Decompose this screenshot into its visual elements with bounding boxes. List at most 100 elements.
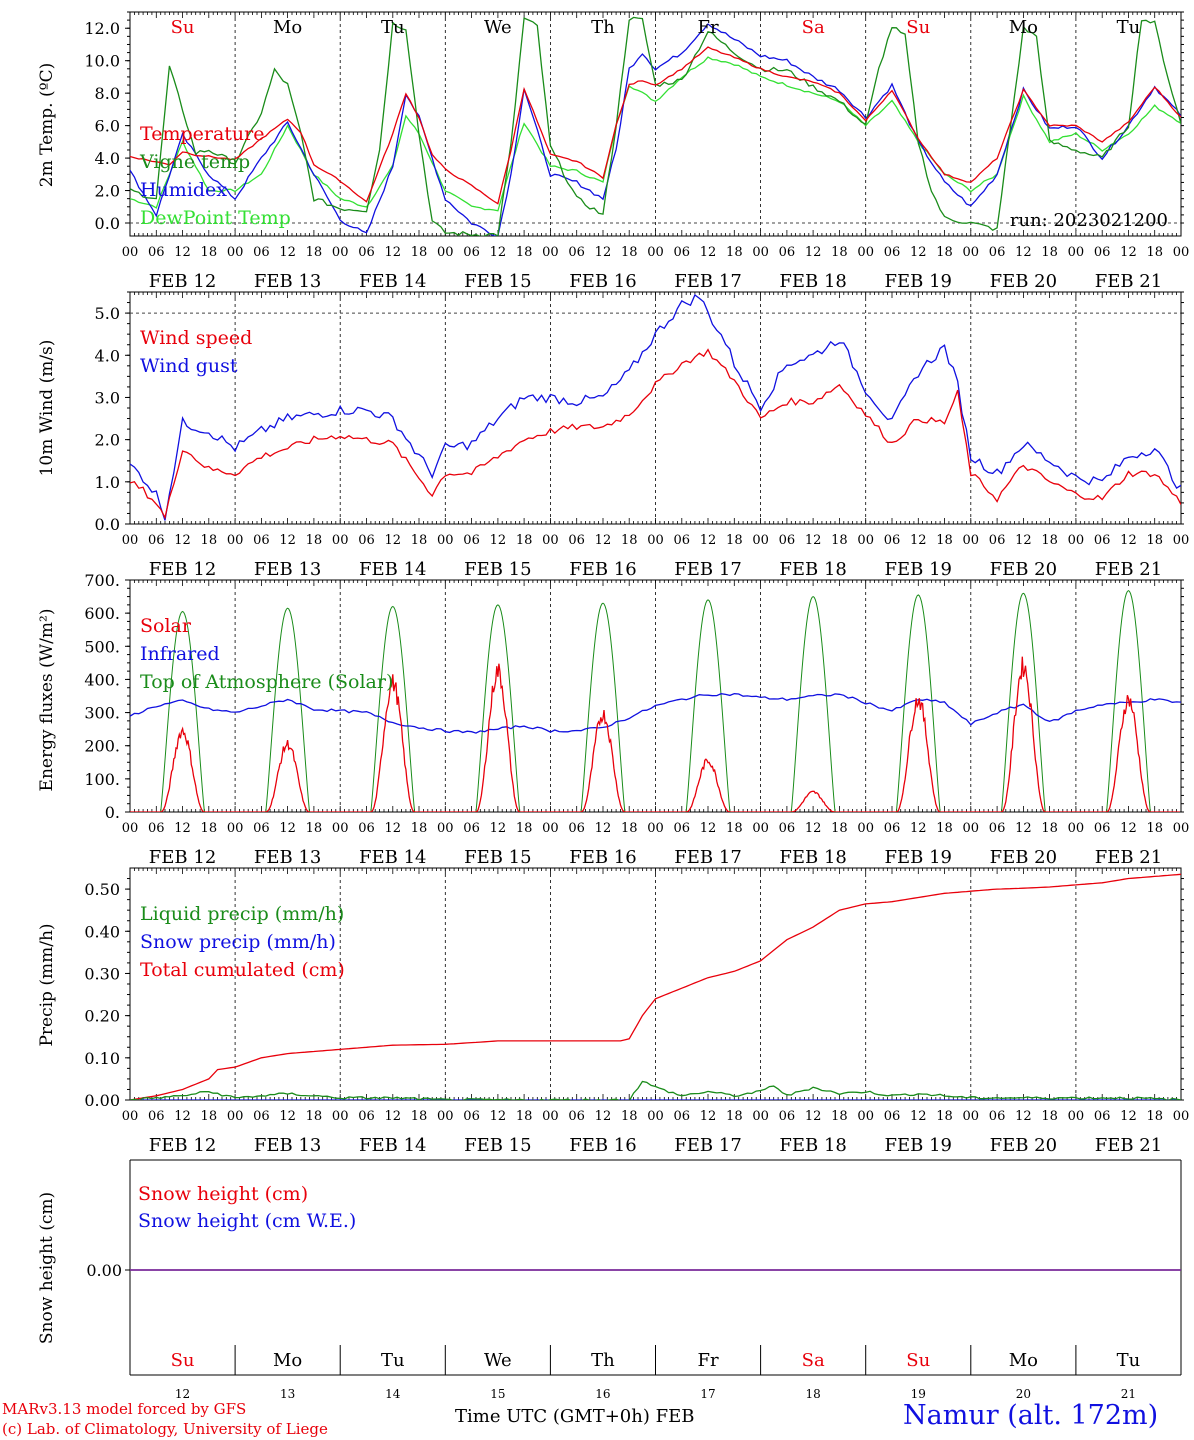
hour-tick-label: 12 xyxy=(490,821,507,836)
hour-tick-label: 00 xyxy=(857,245,874,260)
date-label: FEB 15 xyxy=(464,1135,531,1156)
y-tick-label: 0.0 xyxy=(95,214,120,233)
station-label: Namur (alt. 172m) xyxy=(903,1400,1159,1431)
day-name-top: Fr xyxy=(698,17,719,38)
day-name-bottom: Fr xyxy=(698,1350,719,1371)
day-name-top: Tu xyxy=(381,17,405,38)
date-number: 16 xyxy=(595,1387,610,1401)
hour-tick-label: 06 xyxy=(568,821,585,836)
hour-tick-label: 06 xyxy=(148,533,165,548)
hour-tick-label: 00 xyxy=(542,533,559,548)
hour-tick-label: 12 xyxy=(805,245,822,260)
y-tick-label: 2.0 xyxy=(95,182,120,201)
hour-tick-label: 00 xyxy=(752,245,769,260)
hour-tick-label: 06 xyxy=(674,533,691,548)
hour-tick-label: 00 xyxy=(647,1109,664,1124)
panel-precip: 0.00 0.10 0.20 0.30 0.40 0.50 Precip (mm/h) 00 0… xyxy=(37,867,1189,1156)
hour-tick-label: 00 xyxy=(227,245,244,260)
hour-tick-label: 00 xyxy=(122,533,139,548)
hour-tick-label: 06 xyxy=(148,1109,165,1124)
date-label: FEB 19 xyxy=(885,847,952,868)
x-ticks xyxy=(129,292,1182,524)
date-label: FEB 17 xyxy=(674,1135,741,1156)
date-label: FEB 14 xyxy=(359,1135,426,1156)
hour-tick-label: 06 xyxy=(463,533,480,548)
legend-entry: Total cumulated (cm) xyxy=(140,959,345,981)
hour-tick-label: 12 xyxy=(910,533,927,548)
day-name-bottom: Sa xyxy=(802,1350,825,1371)
x-ticks xyxy=(129,12,1182,236)
panel-wind: 0.0 1.0 2.0 3.0 4.0 5.0 10m Wind (m/s) 00 06 12 18… xyxy=(37,291,1189,580)
date-label: FEB 12 xyxy=(149,847,216,868)
hour-tick-label: 12 xyxy=(1120,533,1137,548)
hour-tick-label: 06 xyxy=(463,821,480,836)
date-label: FEB 16 xyxy=(569,1135,636,1156)
hour-tick-label: 12 xyxy=(174,821,191,836)
series-line-1 xyxy=(130,16,1181,236)
infrared-line xyxy=(130,693,1181,734)
y-tick-label: 0.20 xyxy=(84,1007,120,1026)
hour-tick-label: 12 xyxy=(700,533,717,548)
legend-entry: Snow height (cm) xyxy=(138,1183,308,1205)
legend-entry: Top of Atmosphere (Solar) xyxy=(140,671,393,693)
hour-tick-label: 12 xyxy=(1015,1109,1032,1124)
hour-tick-label: 12 xyxy=(279,533,296,548)
y-tick-label: 0.00 xyxy=(86,1261,122,1280)
hour-tick-label: 00 xyxy=(963,821,980,836)
y-tick-label: 0. xyxy=(105,803,120,822)
day-name-bottom: Tu xyxy=(381,1350,405,1371)
hour-tick-label: 12 xyxy=(384,245,401,260)
hour-tick-label: 12 xyxy=(490,533,507,548)
hour-tick-label: 18 xyxy=(516,245,533,260)
y-axis-label: 2m Temp. (ºC) xyxy=(37,63,57,188)
hour-tick-label: 12 xyxy=(700,821,717,836)
date-label: FEB 21 xyxy=(1095,271,1162,292)
y-tick-label: 10.0 xyxy=(84,52,120,71)
hour-tick-label: 18 xyxy=(936,533,953,548)
hour-tick-label: 18 xyxy=(201,245,218,260)
date-label: FEB 20 xyxy=(990,847,1057,868)
date-label: FEB 12 xyxy=(149,1135,216,1156)
x-ticks xyxy=(129,580,1182,812)
hour-tick-label: 18 xyxy=(306,245,323,260)
x-axis-month: FEB xyxy=(655,1406,695,1427)
hour-tick-label: 18 xyxy=(1041,245,1058,260)
hour-tick-label: 12 xyxy=(910,1109,927,1124)
y-tick-label: 8.0 xyxy=(95,84,120,103)
hour-tick-label: 12 xyxy=(910,245,927,260)
hour-tick-label: 06 xyxy=(1094,245,1111,260)
legend-entry: Infrared xyxy=(140,643,220,665)
hour-tick-label: 00 xyxy=(647,245,664,260)
hour-tick-label: 18 xyxy=(621,245,638,260)
day-name-top: Sa xyxy=(802,17,825,38)
hour-tick-label: 18 xyxy=(726,533,743,548)
date-label: FEB 17 xyxy=(674,847,741,868)
hour-tick-label: 00 xyxy=(542,245,559,260)
plot-frame xyxy=(129,11,1182,237)
series-group xyxy=(130,589,1181,812)
day-name-top: Mo xyxy=(1009,17,1038,38)
day-name-top: Mo xyxy=(273,17,302,38)
hour-tick-label: 00 xyxy=(963,533,980,548)
date-label: FEB 21 xyxy=(1095,559,1162,580)
hour-tick-label: 12 xyxy=(1015,533,1032,548)
hour-tick-label: 00 xyxy=(1173,821,1190,836)
date-label: FEB 20 xyxy=(990,1135,1057,1156)
legend-entry: Snow height (cm W.E.) xyxy=(138,1210,356,1232)
hour-tick-label: 18 xyxy=(726,245,743,260)
hour-tick-label: 12 xyxy=(279,1109,296,1124)
hour-tick-label: 00 xyxy=(437,821,454,836)
hour-tick-label: 00 xyxy=(647,821,664,836)
day-name-top: Th xyxy=(591,17,615,38)
day-name-top: Su xyxy=(906,17,930,38)
hour-tick-label: 18 xyxy=(516,533,533,548)
hour-tick-label: 12 xyxy=(1120,245,1137,260)
hour-tick-label: 06 xyxy=(568,533,585,548)
hour-tick-label: 00 xyxy=(227,533,244,548)
hour-tick-label: 12 xyxy=(805,821,822,836)
hour-tick-label: 18 xyxy=(411,821,428,836)
series-line-0 xyxy=(130,1080,1181,1100)
hour-tick-label: 12 xyxy=(384,821,401,836)
date-number: 13 xyxy=(280,1387,295,1401)
hour-tick-label: 00 xyxy=(437,533,454,548)
